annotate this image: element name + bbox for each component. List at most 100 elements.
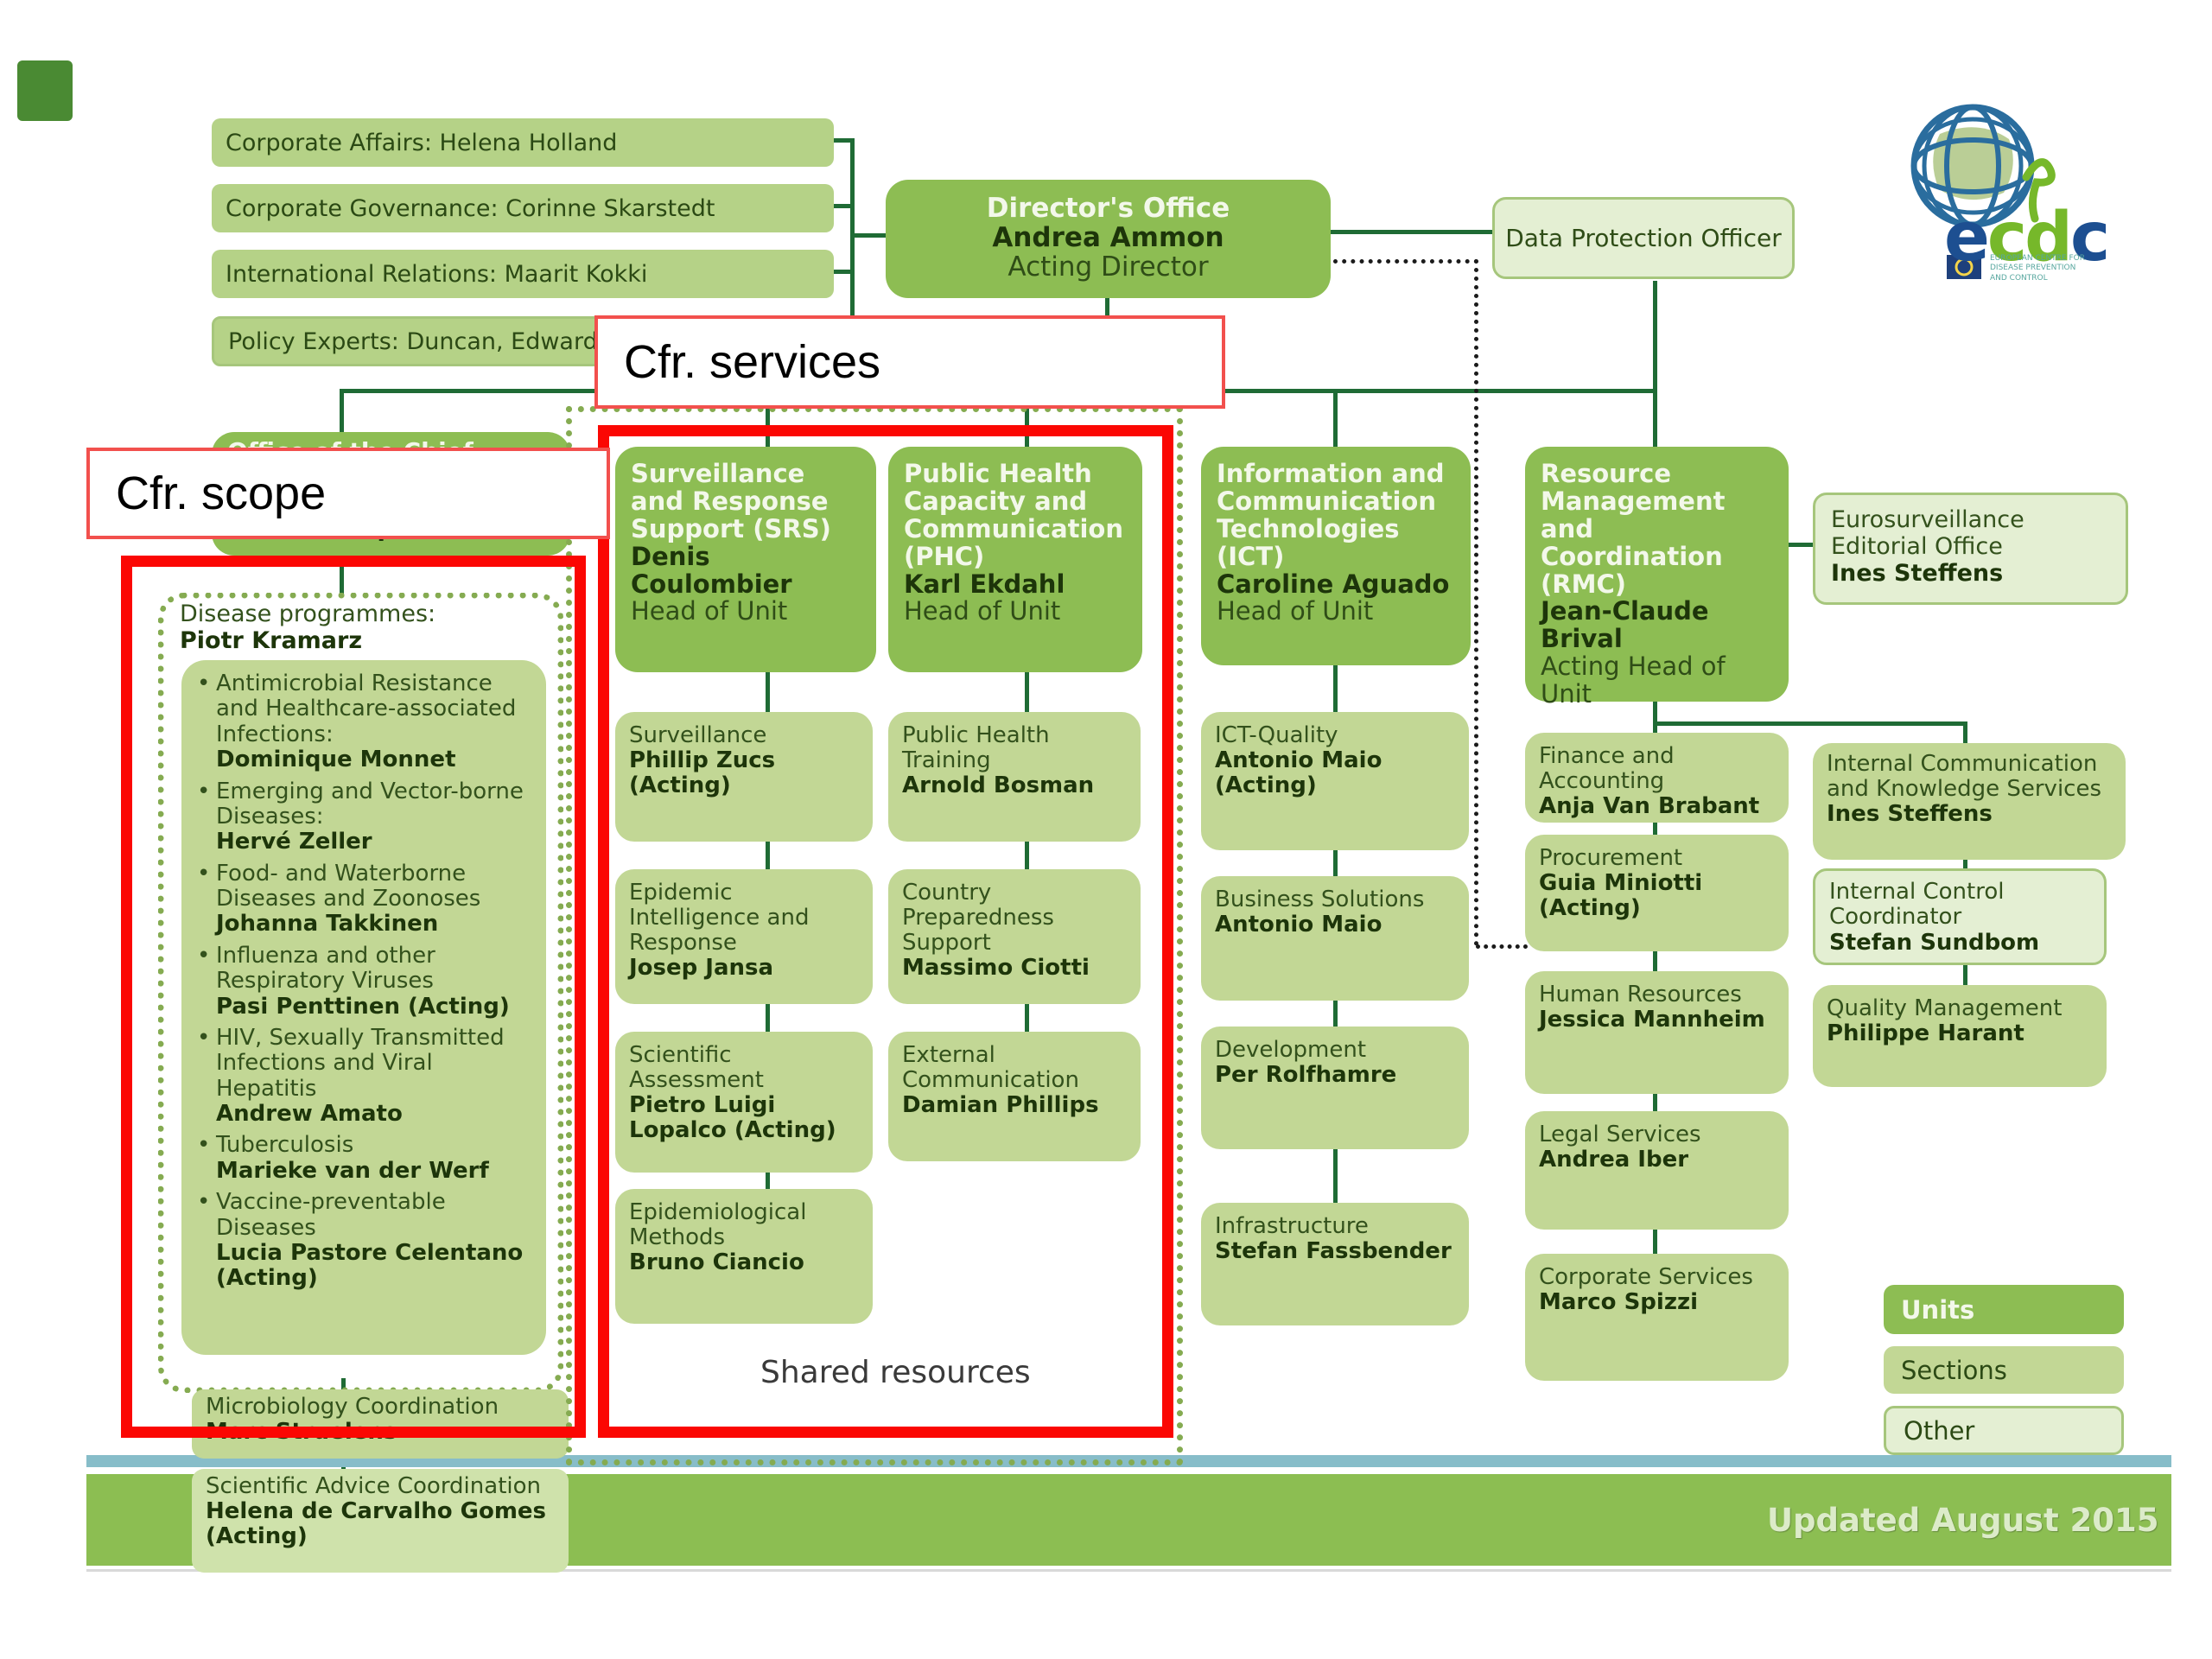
cfr-scope-label: Cfr. scope [86, 448, 610, 539]
section-head: Damian Phillips [902, 1092, 1099, 1119]
box-head: Stefan Sundbom [1829, 929, 2040, 956]
box-title: Scientific Advice Coordination [206, 1473, 541, 1499]
unit-title: Director's Office [986, 193, 1230, 224]
quality-management-box: Quality Management Philippe Harant [1813, 985, 2107, 1087]
heading-text: Disease programmes: [180, 601, 436, 627]
section-external-communication: External Communication Damian Phillips [888, 1032, 1141, 1161]
unit-title: Surveillance and Response Support (SRS) [631, 459, 831, 543]
section-title: Development [1215, 1037, 1367, 1063]
section-scientific-assessment: Scientific Assessment Pietro Luigi Lopal… [615, 1032, 873, 1173]
connector [340, 389, 344, 436]
logo-org-line: DISEASE PREVENTION [1990, 264, 2076, 273]
box-title: Eurosurveillance Editorial Office [1831, 506, 2024, 561]
legend-other: Other [1884, 1406, 2124, 1455]
connector [1653, 823, 1657, 836]
section-head: Andrea Iber [1539, 1147, 1689, 1173]
dotted-reporting-line [1476, 944, 1528, 949]
section-title: Infrastructure [1215, 1213, 1369, 1239]
ecdc-globe-icon [1910, 104, 2056, 279]
connector [766, 841, 770, 871]
connector [1653, 281, 1657, 447]
connector [830, 270, 854, 274]
connector [1653, 702, 1657, 734]
connector [1963, 721, 1967, 745]
connector [1025, 1002, 1029, 1033]
bar-label: Corporate Affairs: Helena Holland [226, 129, 618, 156]
list-item: Influenza and other Respiratory VirusesP… [195, 942, 532, 1020]
section-title: Epidemic Intelligence and Response [629, 880, 810, 957]
ict-unit-box: Information and Communication Technologi… [1201, 447, 1471, 665]
dotted-reporting-line [1474, 259, 1478, 946]
legend-label: Other [1904, 1415, 1975, 1446]
section-title: External Communication [902, 1042, 1079, 1094]
section-title: Public Health Training [902, 722, 1050, 774]
eurosurveillance-box: Eurosurveillance Editorial Office Ines S… [1813, 493, 2128, 605]
item-topic: Influenza and other Respiratory Viruses [216, 942, 435, 995]
section-public-health-training: Public Health Training Arnold Bosman [888, 712, 1141, 842]
item-topic: Antimicrobial Resistance and Healthcare-… [216, 671, 517, 747]
connector [341, 1378, 346, 1394]
unit-head-name: Caroline Aguado [1217, 569, 1450, 599]
unit-head-role: Acting Director [1007, 251, 1209, 283]
microbiology-coordination-box: Microbiology Coordination Marc Struelens [192, 1389, 569, 1459]
section-title: Epidemiological Methods [629, 1199, 807, 1251]
unit-head-name: Denis Coulombier [631, 541, 792, 599]
slide-corner-marker [17, 60, 73, 121]
cfr-services-label: Cfr. services [594, 315, 1225, 409]
disease-programmes-list-box: Antimicrobial Resistance and Healthcare-… [181, 660, 546, 1355]
section-head: Guia Miniotti (Acting) [1539, 870, 1703, 922]
item-name: Marieke van der Werf [216, 1157, 489, 1184]
connector [766, 1002, 770, 1033]
bar-international-relations: International Relations: Maarit Kokki [212, 250, 834, 298]
connector [1333, 665, 1338, 714]
unit-head-role: Head of Unit [1217, 596, 1374, 626]
box-head: Ines Steffens [1827, 801, 1993, 828]
logo-org-line: AND CONTROL [1990, 273, 2048, 283]
connector [1789, 543, 1815, 547]
section-procurement: Procurement Guia Miniotti (Acting) [1525, 835, 1789, 951]
connector [766, 672, 770, 714]
section-ict-quality: ICT-Quality Antonio Maio (Acting) [1201, 712, 1469, 850]
internal-communication-box: Internal Communication and Knowledge Ser… [1813, 743, 2126, 860]
item-topic: Tuberculosis [216, 1132, 354, 1159]
cfr-scope-highlight-rect [121, 556, 586, 1438]
item-name: Dominique Monnet [216, 747, 456, 773]
box-title: Internal Control Coordinator [1829, 879, 2005, 931]
connector [1025, 672, 1029, 714]
bar-label: International Relations: Maarit Kokki [226, 260, 648, 288]
section-legal-services: Legal Services Andrea Iber [1525, 1111, 1789, 1230]
section-human-resources: Human Resources Jessica Mannheim [1525, 971, 1789, 1094]
box-title: Internal Communication and Knowledge Ser… [1827, 751, 2102, 803]
connector [1653, 951, 1657, 973]
section-finance-accounting: Finance and Accounting Anja Van Brabant [1525, 733, 1789, 823]
section-head: Marco Spizzi [1539, 1289, 1698, 1316]
list-item: Antimicrobial Resistance and Healthcare-… [195, 671, 532, 773]
legend-label: Sections [1901, 1355, 2007, 1385]
dotted-reporting-line [1333, 259, 1478, 264]
box-head: Philippe Harant [1827, 1020, 2024, 1047]
connector [1333, 850, 1338, 876]
item-name: Johanna Takkinen [216, 911, 439, 938]
legend-sections: Sections [1884, 1346, 2124, 1394]
box-title: Quality Management [1827, 995, 2063, 1021]
box-head: Helena de Carvalho Gomes (Acting) [206, 1498, 547, 1550]
section-surveillance: Surveillance Phillip Zucs (Acting) [615, 712, 873, 842]
wordmark-letter: d [2024, 199, 2073, 276]
section-corporate-services: Corporate Services Marco Spizzi [1525, 1254, 1789, 1381]
section-title: Finance and Accounting [1539, 743, 1675, 795]
bar-corporate-affairs: Corporate Affairs: Helena Holland [212, 118, 834, 167]
shared-resources-label: Shared resources [760, 1355, 1031, 1390]
item-name: Lucia Pastore Celentano (Acting) [216, 1239, 524, 1292]
connector [1333, 1149, 1338, 1203]
section-country-preparedness: Country Preparedness Support Massimo Cio… [888, 869, 1141, 1004]
shared-resources-dotted-border [566, 406, 1183, 1465]
unit-head-role: Head of Unit [904, 596, 1061, 626]
connector [850, 233, 888, 238]
item-topic: Food- and Waterborne Diseases and Zoonos… [216, 860, 481, 912]
section-title: ICT-Quality [1215, 722, 1338, 748]
section-business-solutions: Business Solutions Antonio Maio [1201, 876, 1469, 1001]
item-name: Hervé Zeller [216, 829, 372, 855]
lead-name: Piotr Kramarz [180, 627, 363, 654]
